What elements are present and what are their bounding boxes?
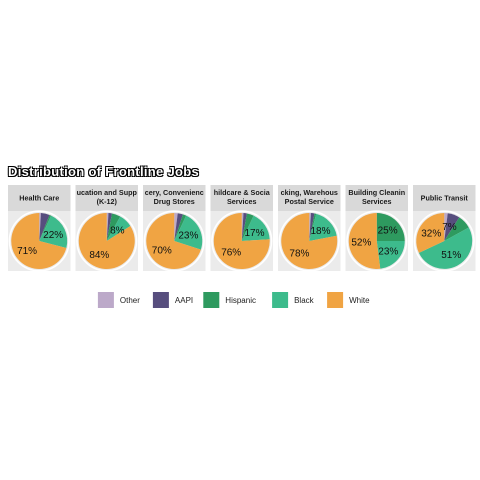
slice-label-white: 76% xyxy=(221,248,241,259)
legend-key-black xyxy=(272,292,288,308)
slice-label-white: 52% xyxy=(351,237,371,248)
facet-label: Services xyxy=(362,197,392,206)
slice-label-black: 51% xyxy=(441,250,461,261)
facet-label: hildcare & Socia xyxy=(214,188,271,197)
facet-label: Public Transit xyxy=(421,194,469,203)
slice-label-black: 23% xyxy=(378,247,398,258)
slice-label-black: 17% xyxy=(244,228,264,239)
facet-label: Postal Service xyxy=(285,197,334,206)
facet-panel: Public Transit 7% 51%32% xyxy=(413,185,476,271)
slice-label-white: 70% xyxy=(152,246,172,257)
legend-label-black: Black xyxy=(294,296,315,305)
slice-label-white: 71% xyxy=(17,246,37,257)
slice-label-white: 84% xyxy=(89,250,109,261)
legend-label-aapi: AAPI xyxy=(175,296,193,305)
facet-label: cking, Warehous xyxy=(281,188,338,197)
facet-label: Building Cleanin xyxy=(348,188,405,197)
slice-label-black: 8% xyxy=(110,225,125,236)
slice-label-white: 32% xyxy=(421,228,441,239)
legend-key-other xyxy=(98,292,114,308)
facet-label: Services xyxy=(227,197,257,206)
facet-panel: Health Care 22% 71% xyxy=(8,185,71,271)
legend-label-other: Other xyxy=(120,296,140,305)
facet-label: (K-12) xyxy=(97,197,118,206)
legend-key-hispanic xyxy=(203,292,219,308)
slice-label-hispanic: 25% xyxy=(378,226,398,237)
slice-label-black: 23% xyxy=(178,230,198,241)
slice-label-black: 22% xyxy=(43,230,63,241)
facet-label: Drug Stores xyxy=(154,197,195,206)
facet-label: Health Care xyxy=(19,194,59,203)
legend-label-hispanic: Hispanic xyxy=(225,296,256,305)
facet-panel: ucation and Supp(K-12) 8% 84% xyxy=(76,185,139,271)
legend-key-white xyxy=(327,292,343,308)
slice-label-black: 18% xyxy=(310,226,330,237)
slice-label-white: 78% xyxy=(289,248,309,259)
legend: Other AAPI Hispanic Black White xyxy=(98,292,370,308)
facet-label: ucation and Supp xyxy=(77,188,138,197)
legend-key-aapi xyxy=(153,292,169,308)
slice-label-aapi: 7% xyxy=(442,222,457,233)
legend-label-white: White xyxy=(349,296,370,305)
facet-label: cery, Convenienc xyxy=(145,188,204,197)
